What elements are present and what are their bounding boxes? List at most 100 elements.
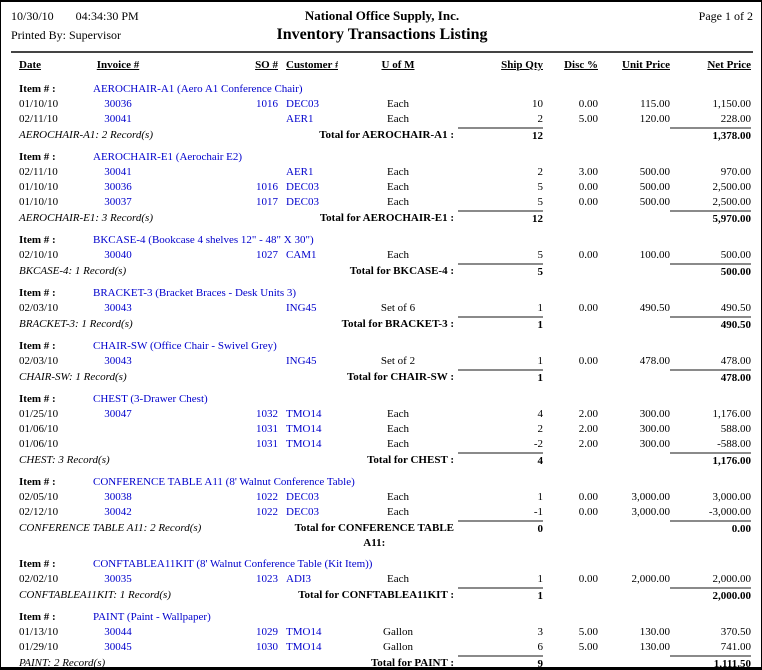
cell-disc: 5.00: [578, 626, 598, 638]
cell-unitprice: 500.00: [639, 196, 670, 208]
group-total-netprice: 500.00: [670, 263, 751, 281]
cell-customer: DEC03: [286, 506, 319, 518]
cell-date: 01/10/10: [19, 181, 59, 193]
transaction-row: 01/10/10 30036 1016 DEC03 Each 5 0.00 500.00 2,5…: [11, 180, 751, 195]
transaction-row: 02/12/10 30042 1022 DEC03 Each -1 0.00 3,000.00…: [11, 505, 751, 521]
transaction-row: 01/25/10 30047 1032 TMO14 Each 4 2.00 300.00 1,1…: [11, 407, 751, 422]
cell-date: 02/03/10: [19, 355, 59, 367]
cell-uofm: Each: [387, 438, 409, 450]
record-count-note: CHAIR-SW: 1 Record(s): [19, 371, 127, 383]
transaction-row: 01/29/10 30045 1030 TMO14 Gallon 6 5.00 130.00 7…: [11, 640, 751, 656]
group-total-label-text: Total for BRACKET-3 :: [341, 318, 454, 330]
spacer-unitprice: [598, 656, 670, 667]
cell-invoice: 30041: [104, 166, 132, 178]
cell-invoice: 30042: [104, 506, 132, 518]
cell-date: 01/29/10: [19, 641, 59, 653]
cell-shipqty: 6: [537, 641, 544, 653]
group-total-label: Total for CHAIR-SW :: [278, 370, 458, 387]
item-name: CONFERENCE TABLE A11 (8' Walnut Conferen…: [93, 476, 355, 488]
group-total-label-text: Total for CHEST :: [367, 454, 454, 466]
cell-invoice: 30043: [104, 302, 132, 314]
cell-unitprice: 478.00: [639, 355, 670, 367]
spacer-disc: [543, 264, 598, 281]
cell-uofm: Each: [387, 166, 409, 178]
cell-so: 1016: [256, 98, 278, 110]
cell-date: 02/10/10: [19, 249, 59, 261]
cell-disc: 0.00: [578, 181, 598, 193]
item-number-label: Item # :: [19, 611, 56, 623]
spacer-disc: [543, 317, 598, 334]
cell-so: 1022: [256, 506, 278, 518]
item-name: BKCASE-4 (Bookcase 4 shelves 12" - 48" X…: [93, 234, 314, 246]
cell-invoice: 30040: [104, 249, 132, 261]
page-number: Page 1 of 2: [698, 9, 753, 23]
spacer-disc: [543, 128, 598, 145]
group-total-shipqty: 1: [458, 369, 543, 387]
cell-so: 1029: [256, 626, 278, 638]
cell-unitprice: 100.00: [639, 249, 670, 261]
cell-unitprice: 2,000.00: [631, 573, 671, 585]
group-total-label-text: Total for AEROCHAIR-E1 :: [319, 212, 454, 224]
item-number-label: Item # :: [19, 393, 56, 405]
cell-netprice: 478.00: [720, 355, 751, 367]
group-total-row: CHAIR-SW: 1 Record(s) Total for CHAIR-SW …: [11, 369, 751, 387]
transaction-row: 01/06/10 1031 TMO14 Each -2 2.00 300.00 -588.00: [11, 437, 751, 453]
spacer-unitprice: [598, 453, 670, 470]
cell-so: 1032: [256, 408, 278, 420]
group-total-label: Total for BKCASE-4 :: [278, 264, 458, 281]
cell-disc: 0.00: [578, 98, 598, 110]
cell-customer: ING45: [286, 355, 317, 367]
cell-disc: 5.00: [578, 113, 598, 125]
item-number-label: Item # :: [19, 340, 56, 352]
transaction-row: 01/13/10 30044 1029 TMO14 Gallon 3 5.00 130.00 3…: [11, 625, 751, 640]
transaction-row: 01/10/10 30036 1016 DEC03 Each 10 0.00 115.00 1,…: [11, 97, 751, 112]
cell-disc: 2.00: [578, 423, 598, 435]
group-total-netprice: 490.50: [670, 316, 751, 334]
cell-so: [163, 112, 278, 128]
cell-shipqty: 4: [537, 408, 544, 420]
transaction-row: 02/02/10 30035 1023 ADI3 Each 1 0.00 2,000.00 2,…: [11, 572, 751, 588]
cell-netprice: 500.00: [720, 249, 751, 261]
cell-so: 1027: [256, 249, 278, 261]
header-divider: [11, 51, 753, 53]
cell-date: 01/13/10: [19, 626, 59, 638]
group-total-row: CONFTABLEA11KIT: 1 Record(s) Total for CO…: [11, 587, 751, 605]
item-number-label: Item # :: [19, 558, 56, 570]
cell-date: 02/05/10: [19, 491, 59, 503]
cell-netprice: 1,176.00: [712, 408, 752, 420]
cell-netprice: 228.00: [720, 113, 751, 125]
spacer-unitprice: [598, 264, 670, 281]
cell-disc: 2.00: [578, 408, 598, 420]
group-total-netprice: 2,000.00: [670, 587, 751, 605]
cell-date: 02/11/10: [19, 113, 58, 125]
spacer-unitprice: [598, 588, 670, 605]
cell-shipqty: 5: [537, 181, 544, 193]
cell-invoice: 30035: [104, 573, 132, 585]
transaction-row: 01/10/10 30037 1017 DEC03 Each 5 0.00 500.00 2,5…: [11, 195, 751, 211]
item-number-label: Item # :: [19, 151, 56, 163]
cell-unitprice: 130.00: [639, 626, 670, 638]
cell-netprice: 2,500.00: [712, 181, 752, 193]
cell-disc: 0.00: [578, 196, 598, 208]
group-total-label: Total for AEROCHAIR-A1 :: [278, 128, 458, 145]
group-total-row: BRACKET-3: 1 Record(s) Total for BRACKET-…: [11, 316, 751, 334]
group-total-label: Total for BRACKET-3 :: [278, 317, 458, 334]
group-total-netprice: 478.00: [670, 369, 751, 387]
report-time: 04:34:30 PM: [75, 9, 139, 23]
cell-customer: DEC03: [286, 491, 319, 503]
cell-customer: CAM1: [286, 249, 317, 261]
cell-shipqty: 3: [537, 626, 544, 638]
cell-customer: TMO14: [286, 438, 322, 450]
cell-unitprice: 3,000.00: [631, 491, 671, 503]
cell-invoice: 30041: [104, 113, 132, 125]
cell-shipqty: -2: [533, 438, 543, 450]
cell-unitprice: 300.00: [639, 423, 670, 435]
item-header-row: Item # : CHAIR-SW (Office Chair - Swivel …: [11, 334, 751, 354]
cell-customer: TMO14: [286, 408, 322, 420]
cell-so: 1022: [256, 491, 278, 503]
col-header-disc: Disc %: [564, 59, 598, 71]
cell-disc: 0.00: [578, 491, 598, 503]
cell-disc: 5.00: [578, 641, 598, 653]
transactions-table: Date Invoice # SO # Customer # U of M Sh…: [11, 58, 751, 667]
